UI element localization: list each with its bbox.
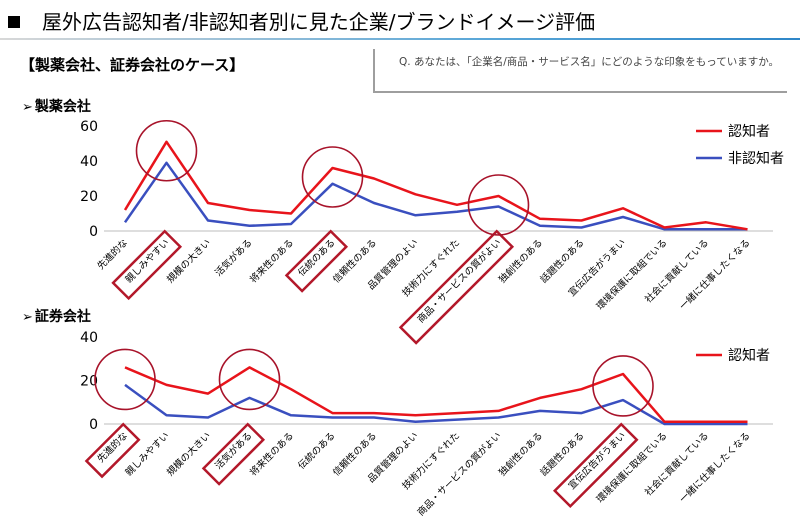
legend-label: 認知者 [728, 347, 770, 364]
section-heading: 【製薬会社、証券会社のケース】 [20, 56, 245, 74]
highlight-box [201, 422, 266, 486]
series-line-aware [123, 140, 748, 231]
highlight-box-rect [201, 422, 266, 486]
series-line-unaware [123, 161, 748, 231]
highlight-box-rect [552, 422, 639, 509]
highlight-circle [301, 146, 364, 208]
highlight-circle [218, 348, 281, 411]
highlight-box [398, 229, 515, 345]
highlight-box [111, 229, 183, 301]
legend-label: 認知者 [728, 123, 770, 140]
series-line-aware [124, 366, 748, 424]
chart2-heading: ➢ 証券会社 [22, 306, 91, 326]
highlight-circle [94, 348, 156, 411]
x-tick-label: 商品・サービスの質がよい [415, 430, 504, 519]
x-tick-label: 活気がある [213, 430, 255, 472]
title-divider [0, 38, 800, 40]
highlight-box [552, 422, 639, 509]
x-tick-label: 一緒に仕事したくなる [677, 430, 753, 506]
y-tick-label: 20 [80, 374, 98, 390]
highlight-circle [592, 355, 654, 417]
y-tick-label: 20 [80, 189, 98, 205]
y-tick-label: 60 [80, 119, 98, 135]
x-tick-label: 将来性のある [247, 430, 296, 479]
slide-title-text: 屋外広告認知者/非認知者別に見た企業/ブランドイメージ評価 [42, 10, 596, 34]
legend-label: 非認知者 [728, 150, 784, 167]
series-line-unaware [124, 383, 748, 426]
x-tick-label: 伝統のある [296, 430, 338, 472]
chart1-heading: ➢ 製薬会社 [22, 96, 91, 116]
chart2-title: 証券会社 [34, 309, 91, 325]
chart1-title: 製薬会社 [34, 99, 91, 115]
y-tick-label: 0 [89, 417, 98, 433]
highlight-box-rect [84, 422, 141, 479]
highlight-circle [467, 174, 530, 236]
y-tick-label: 40 [80, 330, 98, 346]
question-box: Q. あなたは、「企業名/商品・サービス名」にどのような印象をもっていますか。 [373, 49, 787, 93]
arrow-bullet-icon: ➢ [22, 100, 33, 115]
slide-title: 屋外広告認知者/非認知者別に見た企業/ブランドイメージ評価 [8, 6, 595, 35]
highlight-box-rect [111, 229, 183, 301]
highlight-box-rect [398, 229, 515, 345]
arrow-bullet-icon: ➢ [22, 310, 33, 325]
highlight-box [284, 229, 349, 293]
highlight-box [84, 422, 141, 479]
square-bullet-icon [8, 16, 20, 28]
highlight-circle [135, 119, 198, 182]
y-tick-label: 40 [80, 154, 98, 170]
highlight-box-rect [284, 229, 349, 293]
y-tick-label: 0 [89, 224, 98, 240]
